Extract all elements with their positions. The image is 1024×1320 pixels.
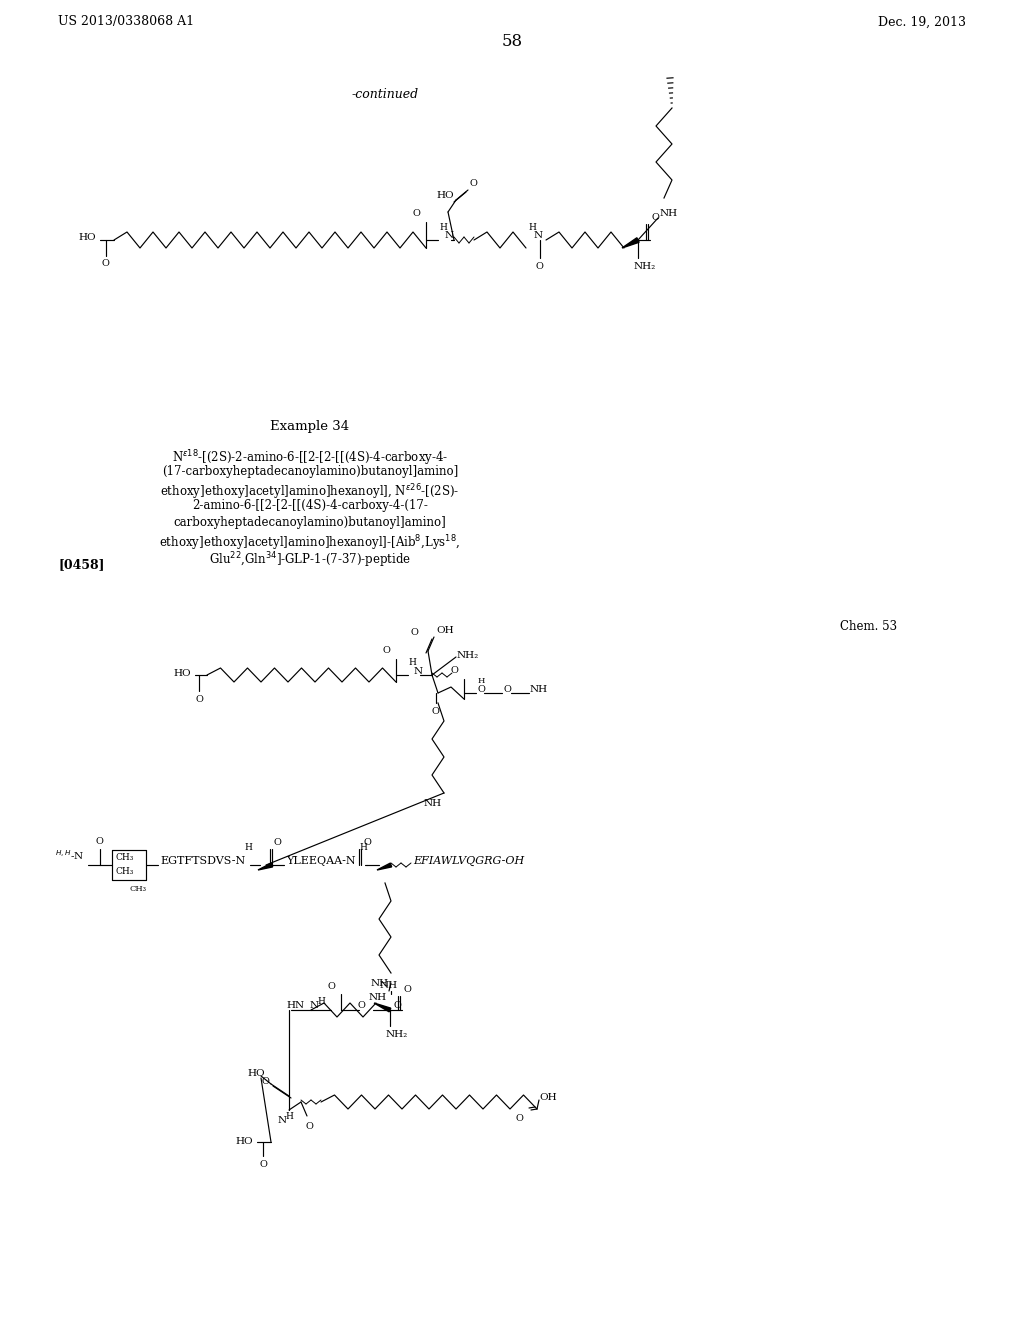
Text: O: O [261, 1077, 269, 1086]
Text: NH: NH [530, 685, 548, 693]
Text: US 2013/0338068 A1: US 2013/0338068 A1 [58, 16, 195, 29]
Text: O: O [451, 667, 458, 675]
Text: O: O [382, 645, 390, 655]
Text: NH: NH [369, 993, 387, 1002]
Text: EFIAWLVQGRG-OH: EFIAWLVQGRG-OH [413, 855, 524, 866]
Text: O: O [432, 708, 440, 715]
Text: H: H [317, 997, 325, 1006]
Text: HO: HO [173, 668, 191, 677]
Text: O: O [404, 985, 412, 994]
Text: NH: NH [660, 210, 678, 219]
Text: Chem. 53: Chem. 53 [840, 620, 897, 634]
Text: O: O [477, 685, 485, 693]
Text: O: O [470, 180, 478, 187]
Text: O: O [515, 1114, 523, 1123]
Text: $^{H,H}$-N: $^{H,H}$-N [55, 849, 84, 862]
Text: O: O [393, 1002, 400, 1011]
Text: NH₂: NH₂ [634, 261, 656, 271]
Text: -continued: -continued [351, 88, 419, 102]
Text: CH₃: CH₃ [116, 853, 134, 862]
Text: 2-amino-6-[[2-[2-[[(4S)-4-carboxy-4-(17-: 2-amino-6-[[2-[2-[[(4S)-4-carboxy-4-(17- [193, 499, 428, 512]
Text: NH₂: NH₂ [457, 651, 479, 660]
Text: O: O [651, 213, 658, 222]
Text: O: O [195, 696, 203, 704]
Text: NH₂: NH₂ [386, 1030, 409, 1039]
Text: HO: HO [436, 191, 454, 201]
Text: O: O [305, 1122, 313, 1131]
Text: N: N [534, 231, 543, 240]
Polygon shape [374, 1003, 391, 1012]
Text: H: H [244, 843, 252, 851]
Text: Example 34: Example 34 [270, 420, 349, 433]
Text: HN: HN [287, 1002, 305, 1011]
Text: HO: HO [79, 234, 96, 243]
Text: O: O [102, 259, 110, 268]
Text: HO: HO [248, 1069, 265, 1078]
Text: O: O [327, 982, 335, 991]
Text: N: N [278, 1115, 287, 1125]
Text: CH₃: CH₃ [130, 884, 147, 894]
Text: H: H [439, 223, 446, 232]
Text: O: O [357, 1002, 365, 1011]
Text: N: N [445, 231, 454, 240]
Text: carboxyheptadecanoylamino)butanoyl]amino]: carboxyheptadecanoylamino)butanoyl]amino… [174, 516, 446, 529]
Text: O: O [412, 209, 420, 218]
Text: Glu$^{22}$,Gln$^{34}$]-GLP-1-(7-37)-peptide: Glu$^{22}$,Gln$^{34}$]-GLP-1-(7-37)-pept… [209, 550, 411, 570]
Text: H: H [285, 1111, 293, 1121]
Text: O: O [96, 837, 103, 846]
Text: 58: 58 [502, 33, 522, 50]
Text: (17-carboxyheptadecanoylamino)butanoyl]amino]: (17-carboxyheptadecanoylamino)butanoyl]a… [162, 465, 458, 478]
Text: N: N [310, 1002, 319, 1011]
Text: O: O [274, 838, 282, 847]
Text: NH: NH [380, 981, 398, 990]
Text: H: H [528, 223, 536, 232]
Text: OH: OH [539, 1093, 557, 1102]
Text: OH: OH [436, 626, 454, 635]
Text: O: O [504, 685, 512, 693]
Polygon shape [258, 863, 272, 870]
Text: H: H [408, 657, 416, 667]
Text: O: O [411, 628, 418, 638]
Text: N$^{\varepsilon 18}$-[(2S)-2-amino-6-[[2-[2-[[(4S)-4-carboxy-4-: N$^{\varepsilon 18}$-[(2S)-2-amino-6-[[2… [172, 447, 449, 467]
Polygon shape [377, 863, 391, 870]
Text: YLEEQAA-N: YLEEQAA-N [286, 855, 355, 866]
Text: ethoxy]ethoxy]acetyl]amino]hexanoyl]-[Aib$^8$,Lys$^{18}$,: ethoxy]ethoxy]acetyl]amino]hexanoyl]-[Ai… [160, 533, 461, 553]
Text: H: H [478, 677, 485, 685]
Text: Dec. 19, 2013: Dec. 19, 2013 [878, 16, 966, 29]
Polygon shape [622, 238, 639, 248]
Text: EGTFTSDVS-N: EGTFTSDVS-N [160, 855, 246, 866]
Text: NH: NH [424, 799, 442, 808]
Text: O: O [362, 838, 371, 847]
Text: O: O [259, 1160, 267, 1170]
Text: N: N [414, 667, 423, 676]
Text: [0458]: [0458] [58, 558, 104, 572]
Text: H: H [359, 843, 367, 851]
Text: CH₃: CH₃ [116, 866, 134, 875]
Text: O: O [536, 261, 544, 271]
Text: NH: NH [371, 979, 389, 987]
Text: ethoxy]ethoxy]acetyl]amino]hexanoyl], N$^{\varepsilon 26}$-[(2S)-: ethoxy]ethoxy]acetyl]amino]hexanoyl], N$… [161, 482, 460, 502]
Text: HO: HO [236, 1138, 253, 1147]
